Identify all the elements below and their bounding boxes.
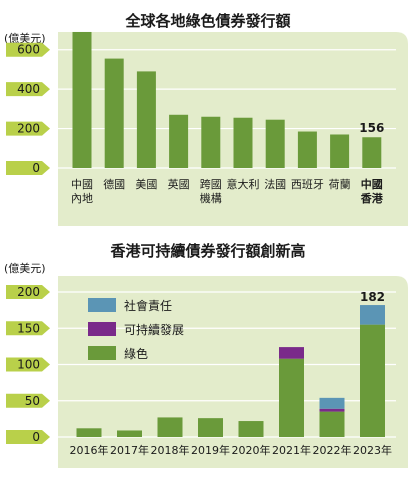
chart2-data-label: 182: [360, 290, 385, 304]
chart1-bar: [297, 131, 317, 168]
chart1-bar: [362, 137, 382, 168]
chart1-x-tick: 法國: [264, 177, 286, 191]
chart1-bar: [136, 71, 156, 168]
chart2-x-tick: 2018年: [151, 443, 190, 457]
chart2-y-ticks: 0 50 100 150 200: [6, 285, 50, 444]
chart2-bar-segment: [157, 417, 183, 437]
chart1-y-tick-label: 200: [17, 122, 40, 136]
chart1-bar: [72, 31, 92, 168]
chart2-x-tick: 2017年: [110, 443, 149, 457]
chart2-x-ticks: 2016年 2017年 2018年 2019年 2020年 2021年 2022年 2023年: [70, 443, 393, 457]
chart2-y-tick: 100: [6, 357, 50, 372]
chart1-title: 全球各地綠色債券發行額: [124, 12, 290, 30]
chart1-y-axis-label: (億美元): [4, 32, 46, 45]
chart1-y-tick: 200: [6, 121, 50, 136]
chart2-legend-swatch: [88, 298, 116, 312]
chart2-bar-segment: [279, 347, 304, 359]
chart2-y-tick-label: 150: [17, 321, 40, 335]
chart1-x-tick: 美國: [135, 178, 157, 191]
chart2-bar-segment: [198, 418, 223, 437]
chart1-y-tick-label: 400: [17, 82, 40, 96]
chart2-y-tick-label: 50: [25, 394, 40, 408]
chart1-x-tick: 英國: [168, 177, 190, 191]
chart1-x-tick: 跨國機構: [200, 178, 222, 205]
chart2-y-tick: 150: [6, 321, 50, 336]
chart1-bar: [169, 114, 189, 168]
chart2-y-tick-tab: [6, 430, 50, 444]
chart2-bar-segment: [238, 421, 264, 437]
chart2-bar-segment: [279, 358, 304, 437]
chart1-x-tick: 德國: [103, 177, 125, 191]
chart1-y-tick-tab: [6, 161, 50, 175]
chart2-y-tick: 0: [6, 430, 50, 444]
chart1-y-tick-label: 600: [17, 43, 40, 57]
chart2-x-tick: 2022年: [313, 443, 352, 457]
chart2-y-tick-tab: [6, 321, 50, 336]
chart2-legend-label: 綠色: [124, 347, 148, 361]
chart2-bar-segment: [117, 430, 142, 437]
chart2-y-tick-tab: [6, 285, 50, 299]
chart1-bar: [330, 134, 350, 168]
chart2-x-tick: 2019年: [191, 443, 230, 457]
chart2-bar-segment: [319, 408, 345, 412]
chart1-y-tick-tab: [6, 121, 50, 136]
chart1-data-label: 156: [359, 121, 384, 135]
chart1-y-tick-tab: [6, 82, 50, 97]
chart2-y-tick-label: 0: [32, 430, 40, 444]
chart1-x-tick: 西班牙: [291, 178, 324, 191]
chart2-y-tick: 200: [6, 285, 50, 299]
chart2-x-tick: 2023年: [353, 443, 392, 457]
chart2-bar-segment: [319, 411, 345, 437]
chart1-y-tick: 0: [6, 161, 50, 175]
chart2-title: 香港可持續債券發行額創新高: [110, 242, 305, 260]
chart2-data-labels: 182: [360, 290, 385, 304]
chart1-x-tick: 中國內地: [71, 178, 93, 205]
chart2-bars: [76, 305, 385, 437]
chart1-bar: [201, 116, 221, 168]
chart2-bar-segment: [76, 428, 102, 437]
chart2-y-tick-label: 100: [17, 358, 40, 372]
chart1-y-tick: 600: [6, 42, 50, 57]
chart2-x-tick: 2020年: [232, 443, 271, 457]
chart2-legend-item: 社會責任: [88, 298, 172, 313]
chart2-legend-label: 社會責任: [124, 298, 172, 313]
chart1-x-tick: 荷蘭: [329, 178, 351, 191]
chart1-y-tick-tab: [6, 42, 50, 57]
chart2-legend-item: 綠色: [88, 346, 148, 361]
chart-hk-sustainable-bonds: 香港可持續債券發行額創新高 (億美元) 0 50 100 150 200 182 社會責…: [4, 242, 408, 468]
chart1-bars: [72, 31, 382, 169]
chart2-legend-label: 可持續發展: [124, 322, 184, 337]
chart2-legend-swatch: [88, 322, 116, 336]
chart2-y-tick-tab: [6, 357, 50, 372]
chart1-x-tick: 中國香港: [360, 177, 384, 205]
chart1-y-tick: 400: [6, 82, 50, 97]
chart1-bar: [233, 117, 253, 168]
chart2-y-tick: 50: [6, 393, 50, 408]
chart-green-bond-issuance: 全球各地綠色債券發行額 (億美元) 0 200 400 600 156 中國內地德國美…: [4, 12, 408, 226]
chart1-y-tick-label: 0: [32, 161, 40, 175]
chart2-legend-swatch: [88, 346, 116, 360]
chart2-y-axis-label: (億美元): [4, 262, 46, 275]
chart2-bar-segment: [360, 324, 385, 437]
chart2-y-tick-tab: [6, 393, 50, 408]
chart2-x-tick: 2016年: [70, 443, 109, 457]
chart1-bar: [104, 58, 124, 169]
chart1-data-labels: 156: [359, 121, 384, 135]
chart2-bar-segment: [360, 305, 385, 325]
chart1-x-tick: 意大利: [227, 177, 260, 191]
chart1-y-ticks: 0 200 400 600: [6, 42, 50, 175]
chart2-bar-segment: [319, 397, 345, 409]
chart2-x-tick: 2021年: [272, 443, 311, 457]
chart2-y-tick-label: 200: [17, 285, 40, 299]
chart2-legend-item: 可持續發展: [88, 322, 184, 337]
chart1-bar: [265, 119, 285, 168]
